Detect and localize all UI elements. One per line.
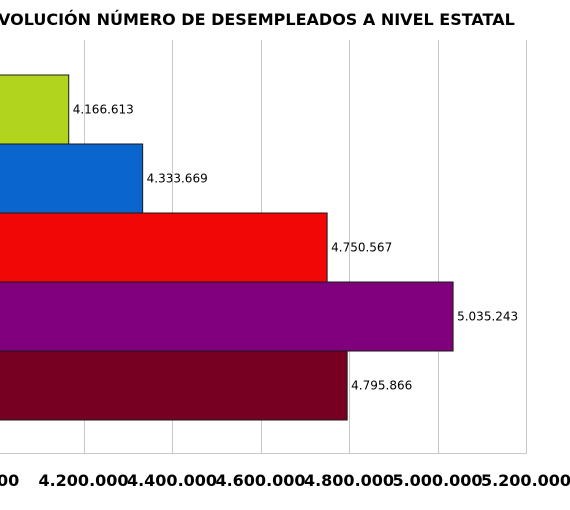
x-tick-label: 00 [0, 471, 19, 490]
x-tick-label: 4.800.000 [304, 471, 394, 490]
data-label: 4.795.866 [351, 379, 412, 393]
bar [0, 74, 70, 145]
x-tick-label: 4.600.000 [215, 471, 305, 490]
grid [0, 40, 527, 454]
x-axis-ticks: 00 4.200.0004.400.0004.600.0004.800.0005.… [0, 471, 570, 490]
bar [0, 212, 328, 283]
chart-title: VOLUCIÓN NÚMERO DE DESEMPLEADOS A NIVEL … [0, 10, 515, 29]
data-labels: 4.166.613 4.333.669 4.750.567 5.035.243 4.79… [73, 103, 518, 393]
data-label: 4.750.567 [331, 241, 392, 255]
data-label: 4.166.613 [73, 103, 134, 117]
bar [0, 281, 454, 352]
data-label: 4.333.669 [147, 172, 208, 186]
x-tick-label: 4.200.000 [38, 471, 128, 490]
bar [0, 350, 348, 421]
x-tick-label: 5.200.000 [481, 471, 570, 490]
x-tick-label: 4.400.000 [127, 471, 217, 490]
bar [0, 143, 144, 214]
data-label: 5.035.243 [457, 310, 518, 324]
bars [0, 74, 454, 421]
x-tick-label: 5.000.000 [392, 471, 482, 490]
